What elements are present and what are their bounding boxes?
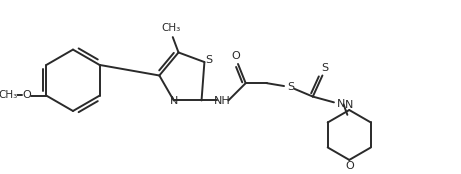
Text: O: O bbox=[345, 161, 354, 171]
Text: N: N bbox=[337, 99, 345, 109]
Text: NH: NH bbox=[214, 96, 231, 106]
Text: S: S bbox=[287, 82, 294, 92]
Text: S: S bbox=[206, 55, 213, 65]
Text: S: S bbox=[322, 63, 329, 73]
Text: CH₃: CH₃ bbox=[0, 90, 18, 100]
Text: N: N bbox=[170, 96, 178, 106]
Text: N: N bbox=[345, 100, 354, 110]
Text: O: O bbox=[232, 51, 241, 61]
Text: CH₃: CH₃ bbox=[161, 23, 180, 33]
Text: O: O bbox=[22, 90, 30, 100]
